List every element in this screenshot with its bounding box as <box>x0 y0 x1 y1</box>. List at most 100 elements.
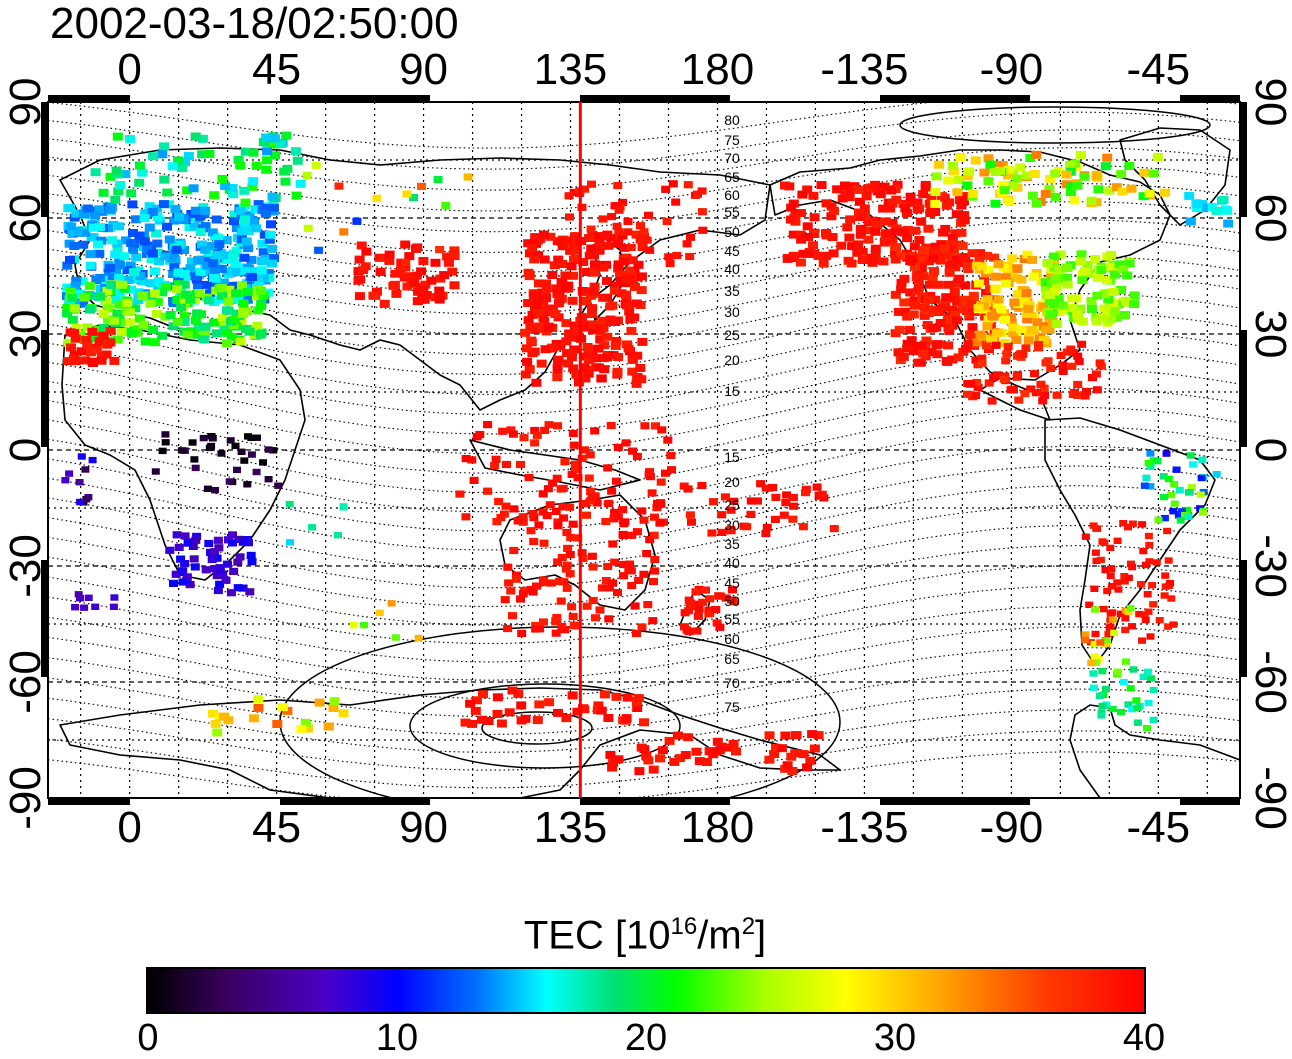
tec-cell <box>139 214 150 223</box>
tec-cell <box>62 309 73 318</box>
tec-cell <box>599 365 610 374</box>
tec-cell <box>115 181 126 189</box>
tec-cell <box>1119 520 1128 527</box>
tec-cell <box>979 302 990 311</box>
tec-cell <box>209 191 220 200</box>
tec-cell <box>1152 559 1161 566</box>
tec-cell <box>557 260 568 268</box>
tec-cell <box>506 587 516 595</box>
tec-cell <box>233 584 243 592</box>
tec-cell <box>1145 558 1154 565</box>
tec-cell <box>1011 336 1022 345</box>
colorbar-tick-label: 10 <box>375 1017 419 1059</box>
tec-cell <box>269 447 278 454</box>
tec-cell <box>761 529 771 538</box>
tec-cell <box>553 255 564 264</box>
tec-cell <box>964 330 975 339</box>
tec-cell <box>1127 560 1135 567</box>
tec-cell <box>213 586 223 595</box>
tec-cell <box>1082 388 1091 396</box>
tec-cell <box>1079 172 1090 181</box>
tec-cell <box>75 330 86 339</box>
tec-cell <box>1198 456 1207 463</box>
tec-cell <box>247 451 256 458</box>
tec-cell <box>74 289 85 298</box>
tec-cell <box>518 518 528 526</box>
tec-cell <box>936 240 947 249</box>
tec-cell <box>624 307 635 316</box>
tec-cell <box>126 329 137 338</box>
tec-cell <box>265 230 276 239</box>
contour-label: 45 <box>724 575 740 591</box>
tec-cell <box>927 274 938 283</box>
contour-label: 60 <box>724 187 740 203</box>
frame-bars <box>41 95 1247 805</box>
tec-cell <box>1166 579 1175 587</box>
tec-cell <box>1091 606 1099 613</box>
tec-cell <box>420 280 431 289</box>
tec-cell <box>916 217 927 226</box>
tec-cell <box>567 691 578 700</box>
tec-cell <box>168 270 179 278</box>
tec-cell <box>1108 287 1119 296</box>
tec-cell <box>131 215 142 224</box>
tec-cell <box>107 236 118 245</box>
tec-cell <box>890 250 901 258</box>
tec-cell <box>960 281 971 290</box>
tec-cell <box>691 747 702 756</box>
colorbar-tick-label: 20 <box>624 1017 668 1059</box>
tec-cell <box>787 767 798 775</box>
tec-cell <box>1170 481 1179 488</box>
tec-cell <box>1107 566 1116 573</box>
tec-cell <box>102 286 113 295</box>
tec-cell <box>79 209 90 218</box>
tec-cell <box>1054 265 1065 274</box>
tec-cell <box>910 301 921 310</box>
tec-cell <box>1009 386 1018 394</box>
tec-cell <box>207 242 217 251</box>
tec-cell <box>909 242 920 251</box>
tec-cell <box>509 546 519 555</box>
tec-cell <box>632 704 643 712</box>
tec-cell <box>91 603 100 610</box>
contour-line <box>48 524 1240 608</box>
contour-label: 25 <box>724 497 740 513</box>
tec-cell <box>137 291 148 300</box>
colorbar-tick-label: 30 <box>873 1017 917 1059</box>
tec-cell <box>1143 724 1151 732</box>
tec-cell <box>209 279 220 288</box>
tec-cell <box>968 189 979 198</box>
tec-cell <box>712 737 723 746</box>
tec-cell <box>548 479 558 487</box>
tec-cell <box>854 208 864 217</box>
tec-cell <box>983 265 994 274</box>
tec-cell <box>539 576 549 584</box>
tec-cell <box>541 279 551 288</box>
tec-cell <box>196 240 207 249</box>
tec-cell <box>607 213 617 221</box>
tec-cell <box>1013 289 1024 298</box>
tec-cell <box>989 253 1000 262</box>
tec-cell <box>1089 522 1098 529</box>
tec-cell <box>788 515 798 523</box>
tec-cell <box>179 269 190 278</box>
tec-cell <box>562 561 572 569</box>
tec-cell <box>602 353 613 362</box>
tec-cell <box>584 252 594 260</box>
tec-cell <box>1196 491 1205 498</box>
tec-cell <box>421 291 432 299</box>
tec-cell <box>781 499 791 507</box>
tec-cell <box>563 281 574 290</box>
tec-cell <box>1041 359 1051 367</box>
tec-cell <box>126 285 136 294</box>
tec-cell <box>147 249 158 258</box>
tec-cell <box>881 229 892 238</box>
tec-cell <box>796 235 807 244</box>
tec-cell <box>507 686 518 695</box>
tec-cell <box>797 190 808 199</box>
tec-cell <box>561 714 572 723</box>
tec-cell <box>90 168 101 177</box>
tec-cell <box>255 286 266 295</box>
tec-cell <box>349 622 358 629</box>
tec-cell <box>238 309 249 318</box>
